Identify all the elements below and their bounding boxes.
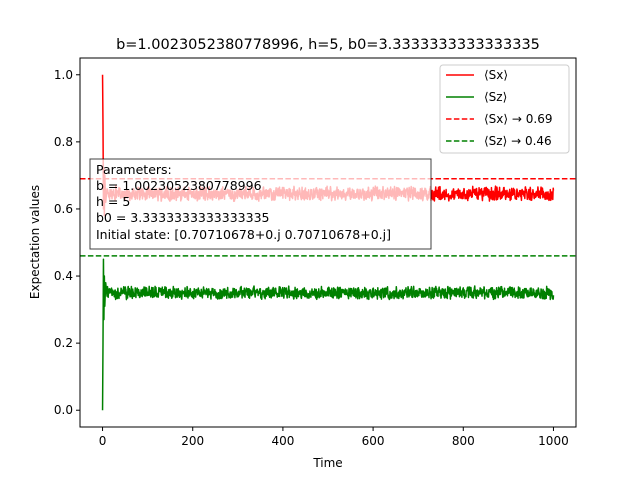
x-tick-label: 200: [181, 434, 204, 448]
y-tick-label: 0.0: [54, 403, 73, 417]
y-tick-label: 0.2: [54, 336, 73, 350]
x-axis-ticks: 0 200 400 600 800 1000: [99, 427, 569, 448]
axes-frame: [79, 57, 577, 428]
parameters-annotation: Parameters: b = 1.0023052380778996 h = 5…: [89, 158, 432, 250]
series-line-sz: [101, 258, 555, 411]
legend-box: [439, 64, 570, 154]
x-tick-label: 0: [99, 434, 107, 448]
parameters-box: [89, 158, 432, 250]
chart-title: b=1.0023052380778996, h=5, b0=3.33333333…: [116, 37, 540, 53]
y-tick-label: 0.8: [54, 135, 73, 149]
param-line-b0: b0 = 3.3333333333333335: [96, 210, 269, 225]
param-line-b: b = 1.0023052380778996: [96, 178, 262, 193]
param-line-initial-state: Initial state: [0.70710678+0.j 0.7071067…: [96, 227, 391, 242]
legend: ⟨Sx⟩ ⟨Sz⟩ ⟨Sx⟩ → 0.69 ⟨Sz⟩ → 0.46: [439, 64, 570, 154]
x-tick-label: 400: [271, 434, 294, 448]
x-tick-label: 600: [362, 434, 385, 448]
x-tick-label: 800: [452, 434, 475, 448]
legend-label-sz: ⟨Sz⟩: [484, 90, 507, 104]
param-line-heading: Parameters:: [96, 162, 172, 177]
y-tick-label: 1.0: [54, 68, 73, 82]
y-axis-ticks: 0.0 0.2 0.4 0.6 0.8 1.0: [54, 68, 80, 417]
param-line-h: h = 5: [96, 194, 130, 209]
x-tick-label: 1000: [538, 434, 569, 448]
legend-label-sx-limit: ⟨Sx⟩ → 0.69: [484, 112, 552, 126]
legend-label-sz-limit: ⟨Sz⟩ → 0.46: [484, 134, 552, 148]
y-tick-label: 0.6: [54, 202, 73, 216]
legend-label-sx: ⟨Sx⟩: [484, 68, 508, 82]
x-axis-label: Time: [312, 456, 342, 470]
y-axis-label: Expectation values: [28, 185, 42, 299]
y-tick-label: 0.4: [54, 269, 73, 283]
